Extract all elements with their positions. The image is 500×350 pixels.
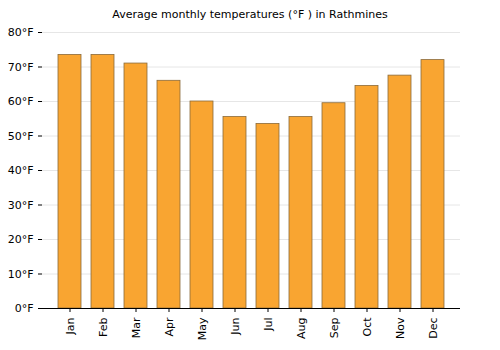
svg-text:10°F: 10°F — [8, 268, 34, 281]
svg-text:Jul: Jul — [262, 318, 275, 332]
svg-text:May: May — [196, 317, 209, 340]
svg-text:Dec: Dec — [427, 318, 440, 339]
svg-text:Apr: Apr — [163, 317, 176, 337]
svg-text:Jan: Jan — [64, 317, 77, 335]
html-text:Average monthly temperatures (: Average monthly temperatures (°F ) in Ra… — [112, 8, 388, 21]
svg-text:Mar: Mar — [130, 317, 143, 338]
svg-text:20°F: 20°F — [8, 233, 34, 246]
svg-text:60°F: 60°F — [8, 95, 34, 108]
svg-text:Oct: Oct — [361, 317, 374, 337]
svg-text:40°F: 40°F — [8, 164, 34, 177]
svg-text:Feb: Feb — [97, 317, 110, 336]
svg-text:Jun: Jun — [229, 317, 242, 335]
svg-text:Nov: Nov — [394, 317, 407, 339]
svg-text:30°F: 30°F — [8, 199, 34, 212]
svg-text:70°F: 70°F — [8, 61, 34, 74]
svg-text:50°F: 50°F — [8, 130, 34, 143]
svg-text:80°F: 80°F — [8, 26, 34, 39]
svg-text:Aug: Aug — [295, 318, 308, 339]
svg-text:0°F: 0°F — [15, 302, 34, 315]
svg-text:Sep: Sep — [328, 317, 341, 338]
